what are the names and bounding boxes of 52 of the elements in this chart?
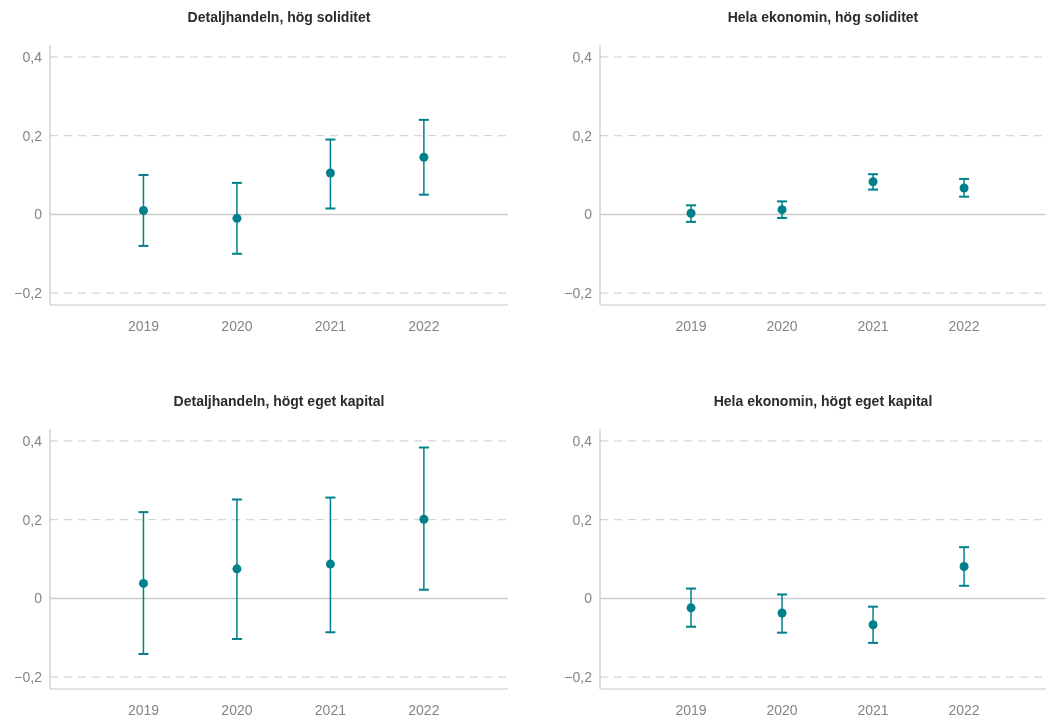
point [232, 213, 242, 223]
chart-title: Detaljhandeln, hög soliditet [187, 9, 371, 25]
x-tick-label: 2021 [314, 318, 347, 334]
y-tick-label: 0 [584, 206, 593, 223]
point [686, 603, 696, 613]
x-tick-label: 2021 [314, 702, 347, 716]
y-tick-label: −0,2 [14, 285, 43, 302]
point [868, 177, 878, 187]
point [138, 205, 148, 215]
chart-title: Hela ekonomin, hög soliditet [727, 9, 919, 25]
point [777, 205, 787, 215]
y-tick-label: 0,4 [22, 48, 43, 65]
x-tick-label: 2019 [675, 702, 707, 716]
x-tick-label: 2022 [948, 702, 980, 716]
chart-title: Detaljhandeln, högt eget kapital [173, 393, 385, 409]
y-tick-label: −0,2 [564, 285, 593, 302]
point [686, 208, 696, 218]
point [325, 168, 335, 178]
x-tick-label: 2020 [221, 318, 253, 334]
chart-title: Hela ekonomin, högt eget kapital [713, 393, 933, 409]
point [325, 559, 335, 569]
x-tick-label: 2020 [221, 702, 253, 716]
y-tick-label: 0,2 [572, 127, 593, 144]
y-tick-label: −0,2 [14, 669, 43, 686]
point [138, 578, 148, 588]
y-tick-label: 0,2 [572, 511, 593, 528]
point [777, 608, 787, 618]
x-tick-label: 2020 [766, 318, 798, 334]
y-tick-label: 0,4 [22, 432, 43, 449]
y-tick-label: 0 [34, 590, 43, 607]
y-tick-label: 0 [34, 206, 43, 223]
x-tick-label: 2022 [948, 318, 980, 334]
point [232, 564, 242, 574]
y-tick-label: 0,4 [572, 432, 593, 449]
x-tick-label: 2019 [127, 702, 160, 716]
x-tick-label: 2021 [857, 318, 889, 334]
point [959, 183, 969, 193]
point [419, 514, 429, 524]
x-tick-label: 2022 [408, 702, 440, 716]
x-tick-label: 2021 [857, 702, 889, 716]
y-tick-label: 0,4 [572, 48, 593, 65]
x-tick-label: 2022 [408, 318, 440, 334]
point [419, 152, 429, 162]
x-tick-label: 2019 [675, 318, 707, 334]
point [868, 620, 878, 630]
y-tick-label: 0 [584, 590, 593, 607]
x-tick-label: 2019 [127, 318, 160, 334]
x-tick-label: 2020 [766, 702, 798, 716]
y-tick-label: −0,2 [564, 669, 593, 686]
y-tick-label: 0,2 [22, 127, 43, 144]
y-tick-label: 0,2 [22, 511, 43, 528]
point [959, 561, 969, 571]
